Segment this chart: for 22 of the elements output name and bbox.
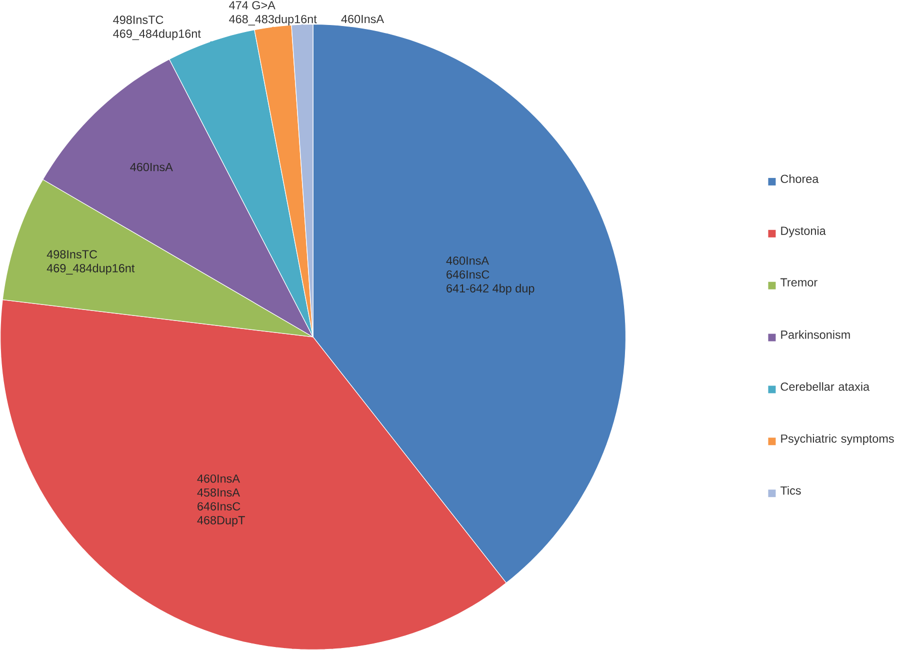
text: 460InsA <box>446 256 490 265</box>
text: 468_483dup16nt <box>229 14 317 26</box>
text: 469_484dup16nt <box>46 264 135 275</box>
text: 468DupT <box>197 516 245 527</box>
legend-label: Parkinsonism <box>781 330 850 339</box>
text: 498InsTC <box>46 250 98 258</box>
text: 498InsTC <box>113 16 164 24</box>
text: 641-642 4bp dup <box>446 284 534 295</box>
legend-label: Dystonia <box>781 226 826 238</box>
text: 460InsA <box>130 162 173 172</box>
text: 458InsA <box>197 488 240 497</box>
text: 646InsC <box>198 502 240 510</box>
legend-label: Chorea <box>780 174 819 184</box>
text: 474 G>A <box>229 1 276 10</box>
text: 469_484dup16nt <box>113 29 201 40</box>
text: 646InsC <box>446 270 490 279</box>
text: 460InsA <box>197 474 240 483</box>
legend-label: Psychiatric symptoms <box>781 434 894 446</box>
legend-label: Cerebellar ataxia <box>780 382 870 391</box>
legend-label: Tremor <box>780 278 818 286</box>
text: 460InsA <box>341 14 384 24</box>
legend-label: Tics <box>780 486 801 495</box>
